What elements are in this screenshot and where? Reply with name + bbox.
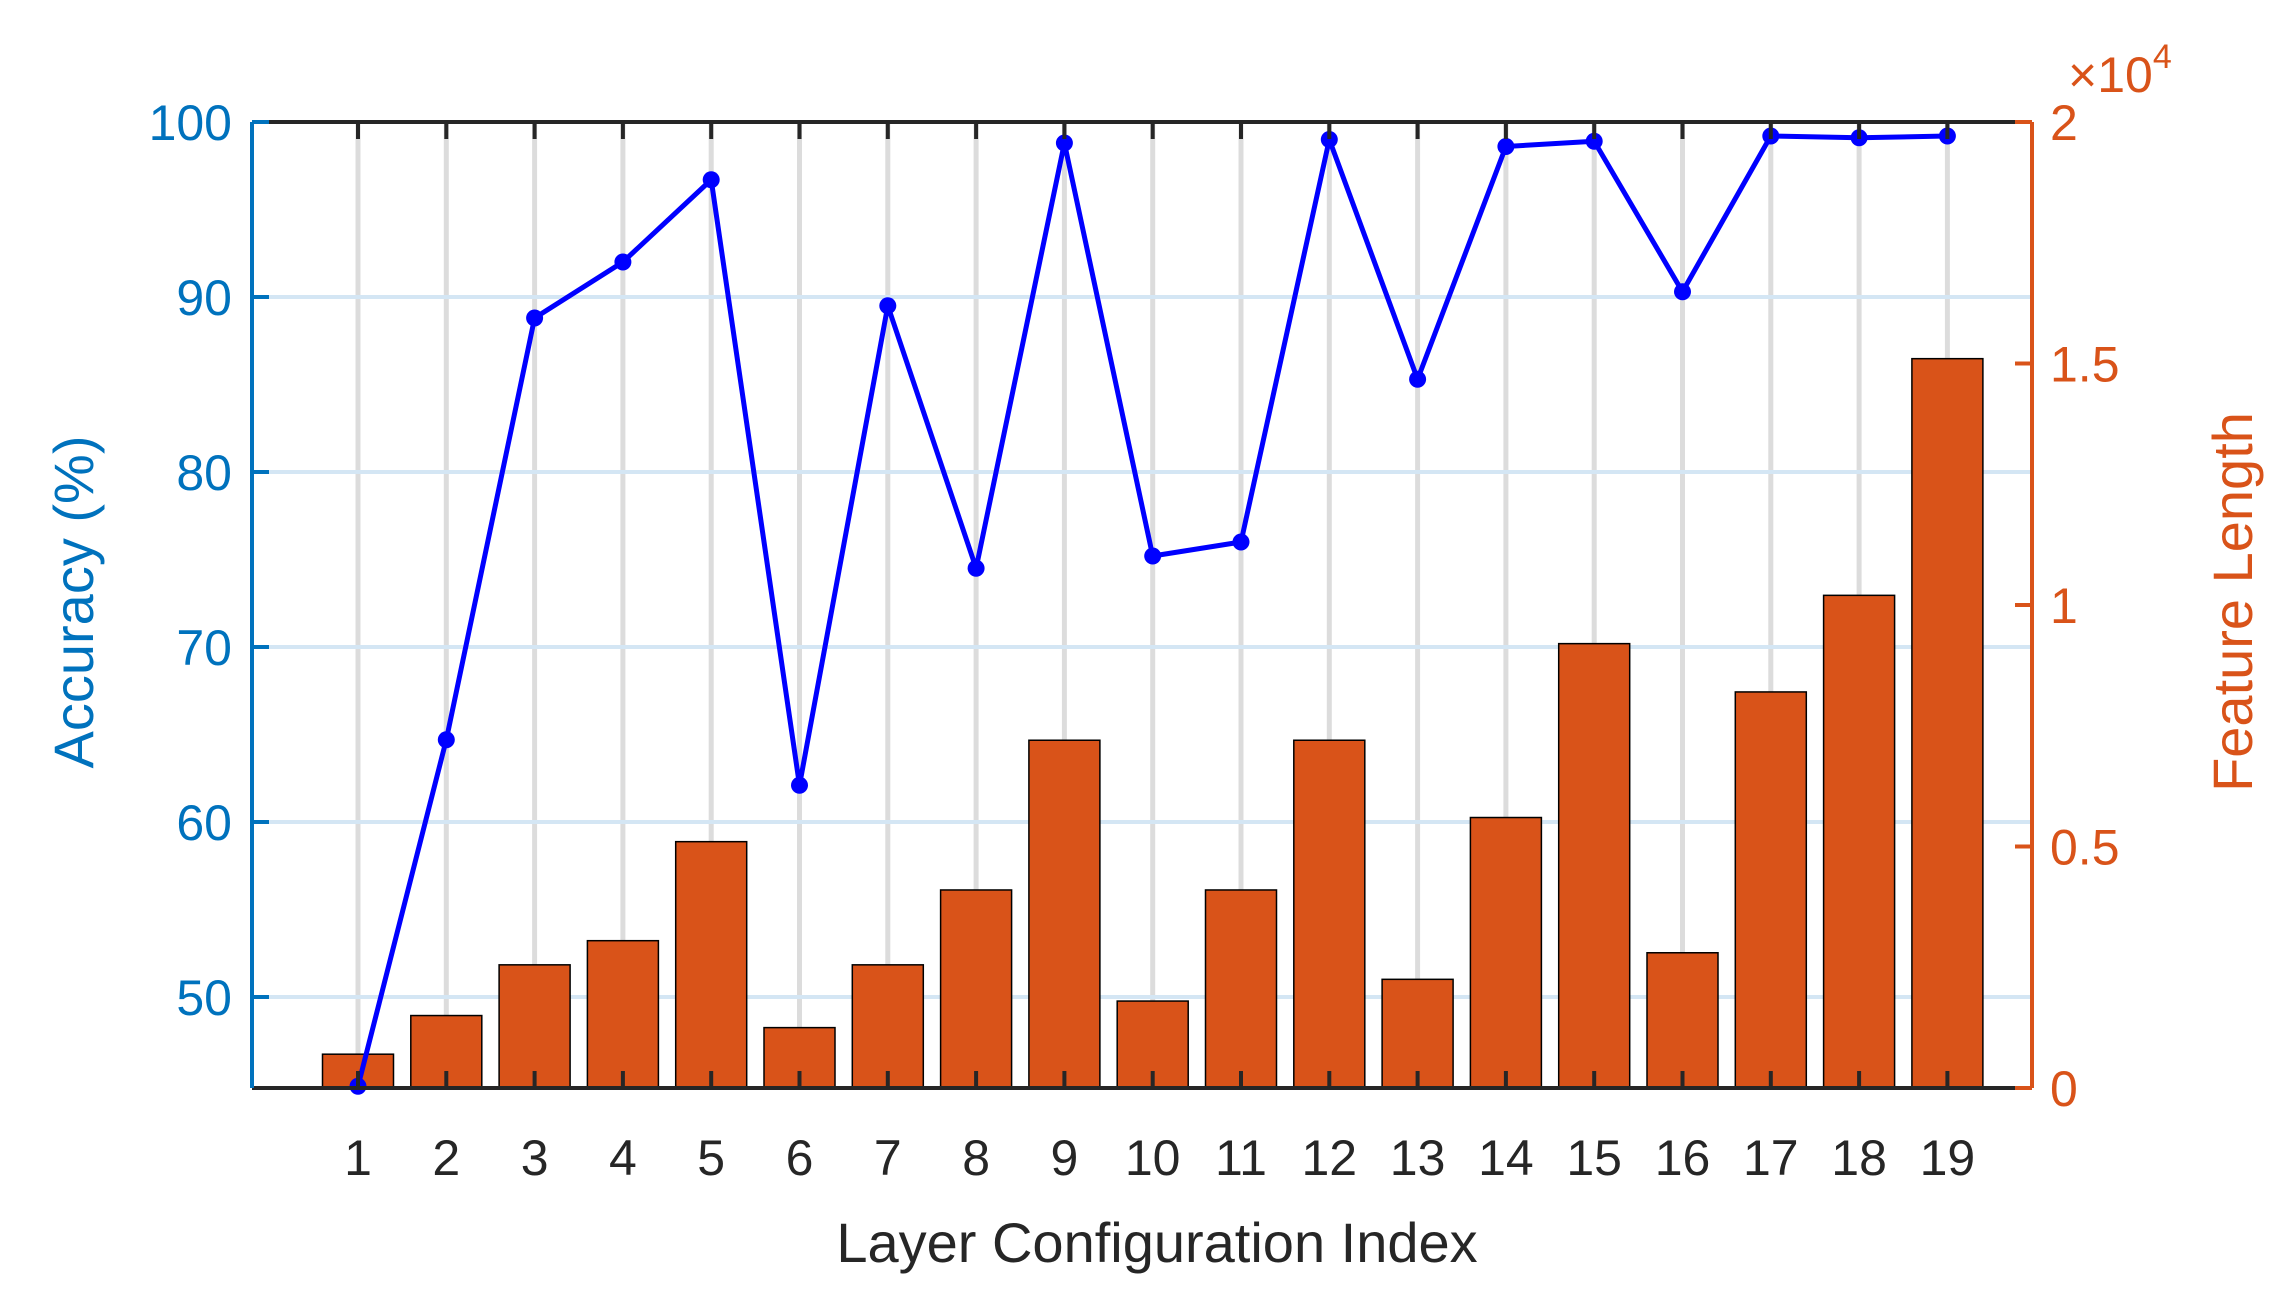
accuracy-point-5 <box>702 171 720 189</box>
axes <box>250 120 2034 1090</box>
x-tick-label: 8 <box>962 1130 990 1186</box>
accuracy-point-16 <box>1674 283 1691 301</box>
y-left-tick-label: 70 <box>176 620 232 676</box>
x-tick-label: 3 <box>521 1130 549 1186</box>
x-tick-label: 4 <box>609 1130 637 1186</box>
x-tick-label: 16 <box>1655 1130 1711 1186</box>
bar-19 <box>1911 357 1984 1089</box>
tick-labels: 1 2 3 4 5 6 7 8 9 10 11 12 13 14 15 16 17 18 1950607080901… <box>149 95 2120 1186</box>
bar-series <box>321 357 1984 1089</box>
bar-8 <box>939 889 1013 1089</box>
bar-9 <box>1028 739 1101 1089</box>
x-tick-label: 14 <box>1478 1130 1534 1186</box>
x-tick-label: 17 <box>1743 1130 1799 1186</box>
bar-15 <box>1557 642 1631 1089</box>
y-right-tick-label: 1.5 <box>2050 337 2120 393</box>
x-tick-label: 19 <box>1920 1130 1976 1186</box>
accuracy-point-9 <box>1055 134 1073 152</box>
x-tick-label: 2 <box>432 1130 460 1186</box>
accuracy-point-10 <box>1144 547 1162 565</box>
y-left-tick-label: 60 <box>176 795 232 851</box>
x-tick-label: 15 <box>1566 1130 1622 1186</box>
y-right-tick-label: 0.5 <box>2050 820 2120 876</box>
accuracy-point-8 <box>967 559 985 577</box>
accuracy-point-6 <box>791 776 808 794</box>
accuracy-point-2 <box>437 731 455 749</box>
bar-3 <box>498 964 571 1089</box>
x-tick-label: 18 <box>1831 1130 1887 1186</box>
y-right-tick-label: 1 <box>2050 578 2078 634</box>
x-tick-label: 7 <box>874 1130 902 1186</box>
y-left-tick-label: 80 <box>176 445 232 501</box>
bar-11 <box>1204 889 1278 1089</box>
bar-12 <box>1293 739 1366 1089</box>
x-tick-label: 10 <box>1125 1130 1181 1186</box>
x-tick-label: 6 <box>786 1130 814 1186</box>
bar-16 <box>1646 952 1719 1089</box>
right-axis-exponent: ×104 <box>2068 38 2172 103</box>
accuracy-point-7 <box>879 297 897 315</box>
y-axis-right-label: Feature Length <box>2201 412 2264 792</box>
accuracy-point-11 <box>1232 533 1250 551</box>
x-tick-label: 11 <box>1215 1130 1267 1186</box>
bar-18 <box>1822 594 1896 1089</box>
y-left-tick-label: 100 <box>149 95 232 151</box>
bar-13 <box>1381 978 1454 1089</box>
bar-5 <box>674 840 748 1089</box>
x-tick-label: 5 <box>697 1130 725 1186</box>
x-tick-label: 13 <box>1390 1130 1446 1186</box>
accuracy-point-13 <box>1409 370 1427 388</box>
x-tick-label: 12 <box>1301 1130 1357 1186</box>
x-tick-label: 9 <box>1050 1130 1078 1186</box>
accuracy-point-12 <box>1320 131 1338 148</box>
accuracy-point-15 <box>1585 132 1603 150</box>
accuracy-point-3 <box>526 309 544 327</box>
bar-17 <box>1734 691 1808 1089</box>
bar-14 <box>1469 816 1543 1089</box>
right-axis-exponent-value: 4 <box>2153 38 2172 76</box>
accuracy-point-14 <box>1497 138 1515 155</box>
x-axis-label: Layer Configuration Index <box>836 1211 1477 1274</box>
bar-7 <box>851 964 925 1089</box>
y-left-tick-label: 90 <box>176 270 232 326</box>
y-axis-left-label: Accuracy (%) <box>42 436 105 769</box>
right-axis-multiplier: ×10 <box>2068 47 2153 103</box>
x-tick-label: 1 <box>344 1130 372 1186</box>
y-left-tick-label: 50 <box>176 970 232 1026</box>
bar-4 <box>586 939 660 1089</box>
y-right-tick-label: 0 <box>2050 1061 2078 1117</box>
y-right-tick-label: 2 <box>2050 95 2078 151</box>
accuracy-point-4 <box>614 253 632 271</box>
